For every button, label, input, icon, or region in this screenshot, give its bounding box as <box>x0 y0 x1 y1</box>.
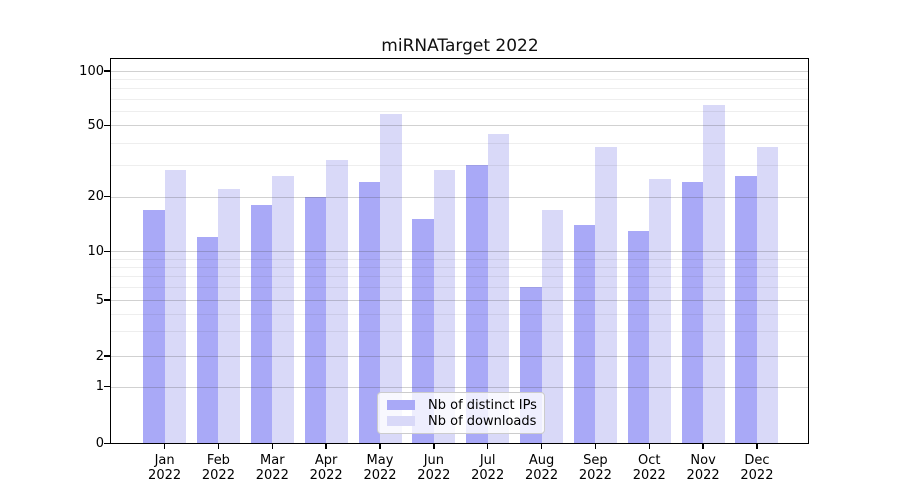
y-tick-label: 20 <box>87 189 104 205</box>
x-tick-label: Apr 2022 <box>296 453 356 483</box>
x-tick-mark <box>594 444 597 449</box>
bar-nb-of-downloads <box>272 176 294 443</box>
bar-nb-of-downloads <box>164 170 187 443</box>
x-tick-mark <box>756 444 758 449</box>
legend-row-distinct-ips: Nb of distinct IPs <box>387 397 537 413</box>
legend-row-downloads: Nb of downloads <box>387 413 537 429</box>
y-tick-label: 100 <box>79 63 104 79</box>
x-tick-label: Nov 2022 <box>673 453 733 483</box>
bar-nb-of-downloads <box>703 104 725 443</box>
y-tick-label: 5 <box>95 292 104 308</box>
x-tick-year: 2022 <box>201 468 235 483</box>
bar-nb-of-distinct-ips <box>358 182 380 443</box>
y-tick-label: 2 <box>95 348 104 364</box>
x-tick-mark <box>217 444 220 449</box>
bar-nb-of-downloads <box>649 179 671 443</box>
x-tick-month: Jun <box>423 453 444 468</box>
chart-title: miRNATarget 2022 <box>381 36 539 56</box>
x-tick-year: 2022 <box>740 468 774 483</box>
y-tick-label: 10 <box>87 243 104 259</box>
x-tick-year: 2022 <box>686 468 720 483</box>
legend-swatch-downloads <box>387 416 415 426</box>
x-tick-mark <box>540 444 543 449</box>
x-tick-month: Sep <box>583 453 608 468</box>
bar-nb-of-downloads <box>595 146 617 443</box>
y-tick-mark <box>104 355 110 357</box>
y-tick-label: 50 <box>87 117 104 133</box>
legend-label-downloads: Nb of downloads <box>428 413 537 429</box>
legend-label-distinct-ips: Nb of distinct IPs <box>428 397 537 413</box>
bar-nb-of-downloads <box>380 113 402 443</box>
y-tick-mark <box>104 250 110 252</box>
x-tick-year: 2022 <box>525 468 559 483</box>
y-tick-mark <box>104 442 110 444</box>
legend-swatch-distinct-ips <box>387 400 415 410</box>
plot-frame <box>110 58 809 444</box>
x-tick-label: May 2022 <box>350 453 410 483</box>
bar-nb-of-distinct-ips <box>735 176 757 443</box>
x-tick-label: Dec 2022 <box>727 453 787 483</box>
x-tick-label: Jun 2022 <box>404 453 464 483</box>
x-tick-year: 2022 <box>309 468 343 483</box>
x-tick-year: 2022 <box>255 468 289 483</box>
x-tick-year: 2022 <box>363 468 397 483</box>
x-tick-month: Nov <box>690 453 716 468</box>
x-tick-mark <box>379 444 381 449</box>
x-tick-label: Feb 2022 <box>188 453 248 483</box>
y-tick-mark <box>104 70 110 72</box>
x-tick-month: May <box>366 453 394 468</box>
bar-nb-of-downloads <box>433 170 456 443</box>
x-tick-label: Jan 2022 <box>135 453 195 483</box>
x-tick-label: Aug 2022 <box>512 453 572 483</box>
x-tick-mark <box>271 444 273 449</box>
x-tick-mark <box>433 444 435 449</box>
x-tick-year: 2022 <box>148 468 182 483</box>
bar-nb-of-distinct-ips <box>412 219 434 443</box>
bar-nb-of-downloads <box>756 146 779 443</box>
x-tick-year: 2022 <box>632 468 666 483</box>
x-tick-label: Mar 2022 <box>242 453 302 483</box>
x-tick-label: Jul 2022 <box>458 453 518 483</box>
y-tick-label: 1 <box>95 379 104 395</box>
x-tick-month: Oct <box>638 453 661 468</box>
bar-nb-of-distinct-ips <box>304 196 327 443</box>
bar-nb-of-distinct-ips <box>681 182 704 443</box>
bar-nb-of-distinct-ips <box>573 224 596 443</box>
x-tick-label: Sep 2022 <box>565 453 625 483</box>
x-tick-mark <box>325 444 327 449</box>
x-tick-month: Dec <box>744 453 770 468</box>
x-tick-mark <box>163 444 166 449</box>
x-tick-month: Aug <box>528 453 555 468</box>
y-tick-mark <box>104 196 110 198</box>
bar-nb-of-distinct-ips <box>466 165 488 443</box>
x-tick-year: 2022 <box>578 468 612 483</box>
x-tick-month: Apr <box>314 453 338 468</box>
x-tick-month: Jul <box>479 453 496 468</box>
x-tick-month: Jan <box>154 453 175 468</box>
bar-nb-of-distinct-ips <box>143 209 165 443</box>
bar-nb-of-distinct-ips <box>627 230 650 443</box>
x-tick-label: Oct 2022 <box>619 453 679 483</box>
bar-nb-of-downloads <box>218 189 240 443</box>
bar-nb-of-distinct-ips <box>196 236 219 443</box>
bar-nb-of-downloads <box>541 209 564 443</box>
y-tick-label: 0 <box>95 435 104 451</box>
x-tick-month: Feb <box>206 453 230 468</box>
y-tick-mark <box>104 124 110 126</box>
bar-nb-of-downloads <box>487 133 510 443</box>
x-tick-year: 2022 <box>471 468 505 483</box>
x-tick-year: 2022 <box>417 468 451 483</box>
x-tick-mark <box>702 444 704 449</box>
y-tick-mark <box>104 299 110 301</box>
x-tick-mark <box>487 444 489 449</box>
x-tick-mark <box>648 444 650 449</box>
bar-nb-of-downloads <box>326 160 348 443</box>
x-tick-month: Mar <box>260 453 285 468</box>
y-tick-mark <box>104 386 110 388</box>
legend: Nb of distinct IPs Nb of downloads <box>377 392 545 434</box>
bar-nb-of-distinct-ips <box>250 204 273 443</box>
